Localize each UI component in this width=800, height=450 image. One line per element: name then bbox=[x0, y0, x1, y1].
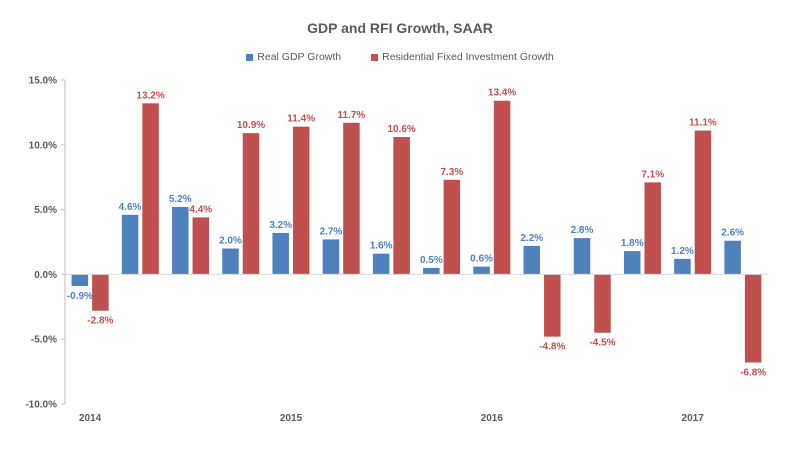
y-tick-label: 15.0% bbox=[29, 76, 57, 87]
data-label-gdp: 3.2% bbox=[269, 220, 292, 231]
data-label-rfi: 10.9% bbox=[237, 120, 265, 131]
legend-item-rfi: Residential Fixed Investment Growth bbox=[371, 51, 554, 63]
legend: Real GDP Growth Residential Fixed Invest… bbox=[0, 51, 800, 63]
legend-swatch-rfi bbox=[371, 53, 379, 61]
bar-rfi bbox=[644, 182, 661, 275]
data-label-rfi: 11.1% bbox=[689, 118, 717, 129]
y-tick-label: -5.0% bbox=[31, 335, 57, 346]
bar-gdp bbox=[372, 253, 390, 275]
bar-gdp bbox=[674, 258, 691, 275]
bar-rfi bbox=[544, 274, 561, 337]
bar-gdp bbox=[423, 267, 440, 275]
bar-gdp bbox=[623, 251, 641, 275]
bar-gdp bbox=[172, 207, 189, 275]
data-label-gdp: 4.6% bbox=[119, 202, 142, 213]
legend-item-gdp: Real GDP Growth bbox=[246, 51, 341, 63]
legend-label-rfi: Residential Fixed Investment Growth bbox=[382, 51, 554, 63]
bar-rfi bbox=[694, 130, 712, 275]
data-label-gdp: 2.6% bbox=[721, 228, 744, 239]
data-label-rfi: -4.5% bbox=[589, 338, 615, 349]
data-label-rfi: -2.8% bbox=[87, 316, 113, 327]
bar-rfi bbox=[292, 126, 310, 275]
y-tick-label: -10.0% bbox=[25, 400, 57, 411]
data-label-rfi: 11.7% bbox=[338, 110, 366, 121]
bar-gdp bbox=[71, 274, 89, 287]
y-tick-label: 10.0% bbox=[29, 140, 57, 151]
y-tick-label: 5.0% bbox=[34, 205, 57, 216]
data-label-rfi: 13.4% bbox=[488, 88, 516, 99]
x-tick-label: 2016 bbox=[481, 413, 504, 424]
bar-gdp bbox=[272, 232, 289, 275]
bar-gdp bbox=[523, 245, 541, 275]
data-label-rfi: 4.4% bbox=[189, 204, 212, 215]
bar-rfi bbox=[744, 274, 762, 363]
data-label-gdp: 1.6% bbox=[370, 241, 393, 252]
data-label-gdp: -0.9% bbox=[67, 291, 93, 302]
data-label-gdp: 1.8% bbox=[621, 238, 644, 249]
x-tick-label: 2014 bbox=[79, 413, 102, 424]
bar-rfi bbox=[242, 133, 260, 275]
bar-rfi bbox=[192, 217, 210, 275]
data-label-rfi: 11.4% bbox=[287, 114, 315, 125]
chart-title: GDP and RFI Growth, SAAR bbox=[307, 20, 493, 36]
bar-gdp bbox=[473, 266, 490, 275]
data-label-gdp: 2.0% bbox=[219, 235, 242, 246]
data-label-gdp: 2.2% bbox=[520, 233, 543, 244]
bar-rfi bbox=[343, 122, 360, 275]
x-tick-label: 2017 bbox=[682, 413, 705, 424]
bar-gdp bbox=[724, 240, 741, 275]
bar-gdp bbox=[121, 214, 139, 275]
data-label-gdp: 0.5% bbox=[420, 255, 443, 266]
bar-gdp bbox=[573, 238, 591, 275]
data-label-gdp: 0.6% bbox=[470, 254, 493, 265]
bar-rfi bbox=[92, 274, 109, 311]
bar-gdp bbox=[222, 248, 239, 275]
data-label-gdp: 2.8% bbox=[571, 225, 594, 236]
legend-label-gdp: Real GDP Growth bbox=[257, 51, 342, 63]
data-label-rfi: -6.8% bbox=[740, 368, 766, 379]
data-label-rfi: 13.2% bbox=[136, 90, 164, 101]
bar-rfi bbox=[443, 179, 461, 275]
data-label-rfi: 7.3% bbox=[440, 167, 463, 178]
bar-gdp bbox=[322, 239, 340, 275]
data-label-rfi: 10.6% bbox=[387, 124, 415, 135]
legend-swatch-gdp bbox=[246, 53, 254, 61]
y-tick-label: 0.0% bbox=[34, 270, 57, 281]
bar-rfi bbox=[393, 137, 410, 275]
data-label-gdp: 5.2% bbox=[169, 194, 192, 205]
data-label-gdp: 2.7% bbox=[320, 226, 343, 237]
bar-rfi bbox=[142, 103, 159, 275]
data-label-rfi: 7.1% bbox=[641, 169, 664, 180]
bar-rfi bbox=[594, 274, 611, 333]
data-label-rfi: -4.8% bbox=[539, 342, 565, 353]
bar-rfi bbox=[493, 100, 511, 275]
x-tick-label: 2015 bbox=[280, 413, 303, 424]
data-label-gdp: 1.2% bbox=[671, 246, 694, 257]
